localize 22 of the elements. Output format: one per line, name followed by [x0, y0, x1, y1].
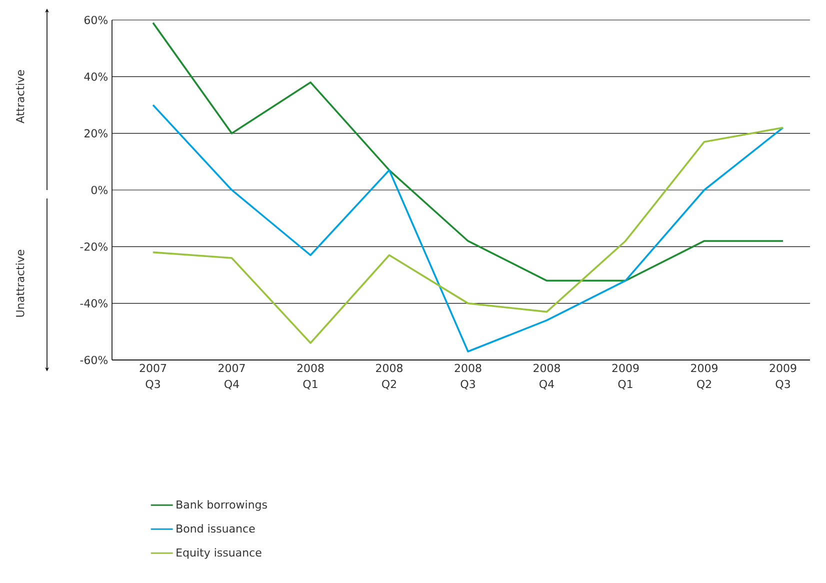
line-series	[152, 22, 784, 282]
text: Unattractive	[16, 250, 24, 317]
y-tick-label: -40%	[80, 299, 108, 308]
x-tick-label: 2007 Q3	[140, 364, 166, 390]
y-tick-label: 0%	[91, 186, 108, 194]
x-tick-label: 2009 Q3	[770, 364, 796, 390]
x-tick-label: 2009 Q1	[612, 364, 639, 390]
x-tick-label: 2008 Q3	[454, 364, 482, 390]
x-tick-label: 2009 Q2	[691, 364, 718, 390]
text: Attractive	[16, 70, 24, 124]
y-tick-label: -20%	[80, 242, 108, 251]
legend-label: Bond issuance	[176, 524, 255, 533]
y-tick-label: 60%	[84, 16, 108, 24]
y-tick-label: 40%	[84, 72, 108, 81]
y-tick-label: -60%	[80, 356, 108, 364]
y-tick-label: 20%	[84, 129, 108, 138]
x-tick-label: 2007 Q4	[218, 364, 245, 390]
x-tick-label: 2008 Q2	[376, 364, 402, 390]
legend-label: Equity issuance	[176, 548, 262, 559]
x-tick-label: 2008 Q4	[534, 364, 560, 390]
legend-label: Bank borrowings	[176, 500, 267, 511]
x-tick-label: 2008 Q1	[297, 364, 324, 390]
